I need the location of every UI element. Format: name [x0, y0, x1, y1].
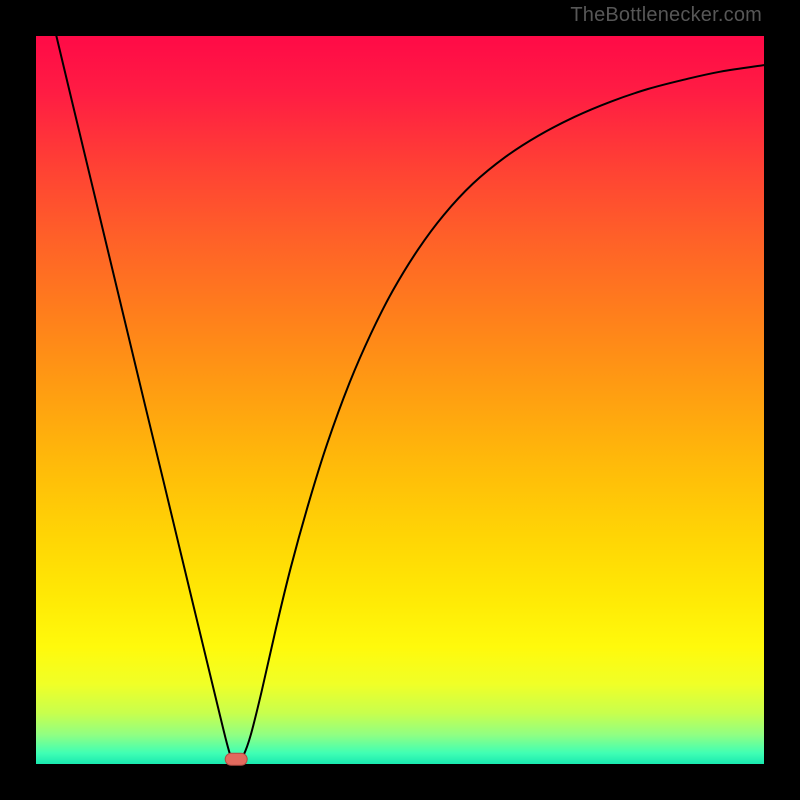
chart-frame: TheBottlenecker.com [0, 0, 800, 800]
plot-area [36, 36, 764, 764]
marker-layer [36, 36, 764, 764]
minimum-marker [225, 753, 247, 765]
watermark-label: TheBottlenecker.com [570, 4, 762, 27]
